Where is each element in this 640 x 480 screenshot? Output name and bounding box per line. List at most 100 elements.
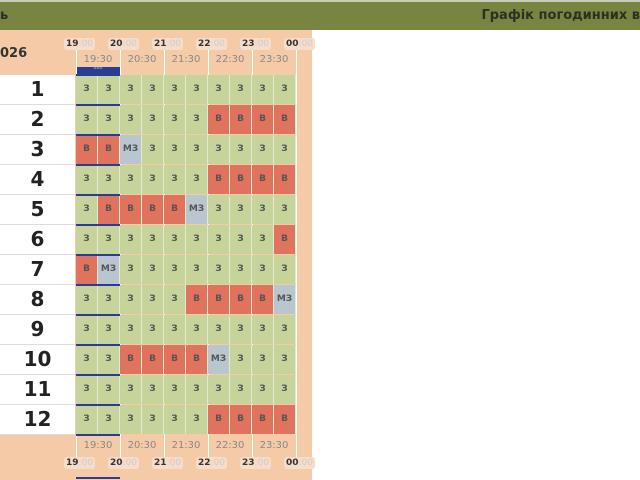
schedule-cell: З [186, 165, 208, 194]
hour-label-top: 19:00 [64, 38, 96, 50]
schedule-cell: З [76, 315, 98, 344]
schedule-cell: З [252, 315, 274, 344]
schedule-cell: З [98, 345, 120, 374]
schedule-cell: З [230, 315, 252, 344]
schedule-cell: З [120, 255, 142, 284]
hour-label-top: 20:00 [108, 38, 140, 50]
schedule-cell: В [208, 285, 230, 314]
current-hour-border [76, 477, 120, 479]
schedule-cell: В [76, 135, 98, 164]
schedule-cell: З [142, 225, 164, 254]
hour-label-bottom: 22:00 [196, 457, 228, 469]
half-hour-label-bottom: 20:30 [127, 440, 157, 451]
current-hour-marker: *** [76, 67, 120, 74]
schedule-cell: З [142, 405, 164, 434]
schedule-cell: МЗ [120, 135, 142, 164]
schedule-cell: З [230, 375, 252, 404]
row-label: 12 [0, 405, 75, 435]
schedule-cell: З [208, 75, 230, 104]
half-hour-label-bottom: 21:30 [171, 440, 201, 451]
schedule-cell: В [274, 105, 296, 134]
schedule-cell: З [208, 255, 230, 284]
schedule-cell: МЗ [208, 345, 230, 374]
current-hour-border [76, 164, 120, 166]
schedule-cell: З [142, 105, 164, 134]
schedule-cell: В [208, 105, 230, 134]
half-hour-label-bottom: 19:30 [83, 440, 113, 451]
schedule-cell: В [164, 345, 186, 374]
current-hour-border [76, 344, 120, 346]
current-hour-border [76, 374, 120, 376]
schedule-cell: З [164, 105, 186, 134]
schedule-cell: З [98, 75, 120, 104]
half-hour-label-bottom: 23:30 [259, 440, 289, 451]
schedule-cell: З [164, 315, 186, 344]
schedule-cell: МЗ [186, 195, 208, 224]
row-label: 9 [0, 315, 75, 345]
schedule-cell: В [98, 135, 120, 164]
schedule-cell: З [274, 195, 296, 224]
schedule-cell: В [120, 195, 142, 224]
current-hour-border [76, 74, 120, 76]
schedule-cell: З [252, 345, 274, 374]
current-hour-border [76, 224, 120, 226]
half-hour-label-top: 19:30 [83, 54, 113, 65]
row-label: 4 [0, 165, 75, 195]
current-hour-border [76, 314, 120, 316]
schedule-cell: В [208, 405, 230, 434]
schedule-cell: В [230, 405, 252, 434]
half-hour-label-top: 21:30 [171, 54, 201, 65]
hour-label-bottom: 19:00 [64, 457, 96, 469]
current-hour-border [76, 134, 120, 136]
schedule-cell: З [230, 195, 252, 224]
row-label: 1 [0, 75, 75, 105]
schedule-cell: З [164, 285, 186, 314]
schedule-cell: З [98, 405, 120, 434]
schedule-cell: З [142, 375, 164, 404]
current-hour-border [76, 104, 120, 106]
schedule-cell: З [274, 315, 296, 344]
schedule-cell: В [230, 105, 252, 134]
schedule-cell: В [252, 285, 274, 314]
schedule-cell: З [208, 195, 230, 224]
schedule-cell: В [274, 165, 296, 194]
row-label: 3 [0, 135, 75, 165]
schedule-cell: З [186, 375, 208, 404]
schedule-cell: З [186, 135, 208, 164]
schedule-cell: МЗ [98, 255, 120, 284]
schedule-cell: З [274, 255, 296, 284]
schedule-cell: З [76, 285, 98, 314]
hour-label-top: 22:00 [196, 38, 228, 50]
schedule-cell: З [142, 75, 164, 104]
schedule-cell: З [208, 375, 230, 404]
current-hour-border [76, 284, 120, 286]
schedule-cell: В [120, 345, 142, 374]
schedule-cell: З [230, 135, 252, 164]
schedule-cell: З [252, 75, 274, 104]
schedule-cell: З [252, 225, 274, 254]
schedule-cell: З [230, 225, 252, 254]
hour-gridline [296, 46, 297, 466]
schedule-cell: З [252, 135, 274, 164]
half-hour-label-top: 23:30 [259, 54, 289, 65]
schedule-cell: З [142, 135, 164, 164]
schedule-cell: В [164, 195, 186, 224]
schedule-cell: З [76, 345, 98, 374]
schedule-cell: З [98, 225, 120, 254]
schedule-cell: З [274, 345, 296, 374]
schedule-cell: З [120, 225, 142, 254]
schedule-cell: З [230, 75, 252, 104]
hour-label-bottom: 00:00 [284, 457, 316, 469]
schedule-cell: З [186, 225, 208, 254]
row-label: 5 [0, 195, 75, 225]
schedule-cell: З [230, 345, 252, 374]
schedule-cell: З [186, 255, 208, 284]
schedule-cell: З [252, 375, 274, 404]
schedule-cell: З [164, 405, 186, 434]
schedule-cell: З [120, 315, 142, 344]
current-hour-border [76, 194, 120, 196]
schedule-cell: З [120, 165, 142, 194]
schedule-cell: З [120, 105, 142, 134]
schedule-cell: З [252, 255, 274, 284]
schedule-cell: З [274, 375, 296, 404]
